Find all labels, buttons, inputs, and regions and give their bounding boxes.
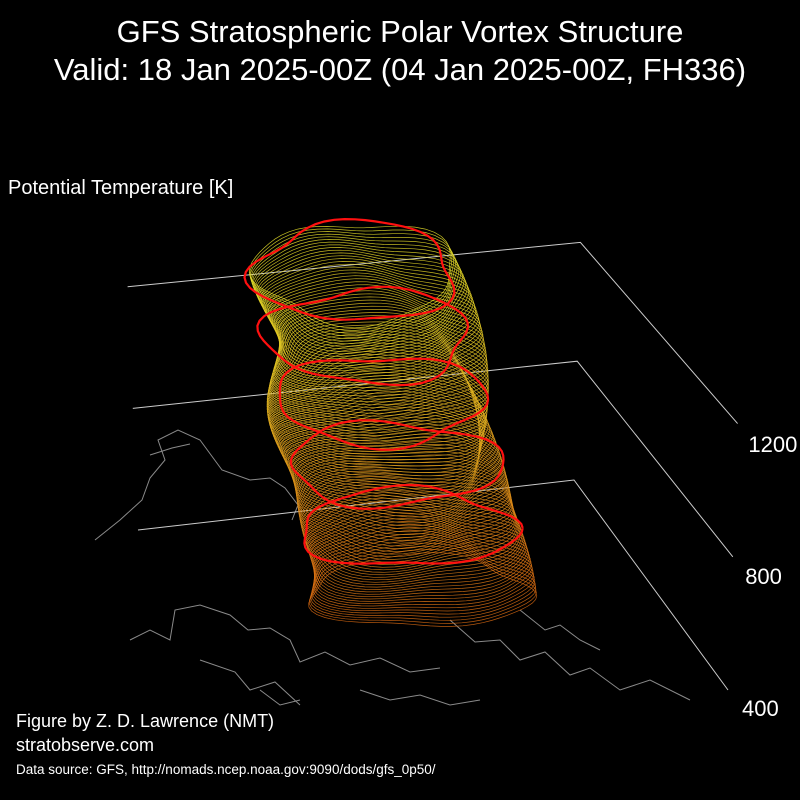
isosurface-contour [259, 261, 473, 362]
isosurface-contour [266, 348, 488, 439]
isosurface-contour [272, 393, 491, 483]
isosurface-contour [309, 518, 530, 598]
z-tick-label: 800 [745, 564, 782, 589]
contour-1200 [256, 285, 470, 387]
coastline [149, 443, 191, 456]
isosurface-contour [267, 336, 489, 428]
chart-title: GFS Stratospheric Polar Vortex Structure [116, 14, 684, 49]
data-source-credit: Data source: GFS, http://nomads.ncep.noa… [16, 762, 436, 777]
coastline [94, 429, 299, 541]
contour-1000 [278, 357, 490, 451]
isosurface-contour [274, 299, 486, 394]
isosurface-contour [257, 255, 470, 357]
isosurface-contour [271, 387, 488, 477]
z-tick-label: 1200 [748, 432, 797, 457]
z-axis-label: Potential Temperature [K] [8, 177, 233, 199]
isosurface-contour [252, 241, 462, 345]
isosurface-contour [258, 258, 471, 360]
isosurface-contour [283, 423, 502, 512]
isosurface-contour [267, 333, 489, 425]
isosurface-contour [270, 381, 484, 470]
isosurface-contour [271, 312, 488, 406]
isosurface-contour [272, 390, 489, 480]
level-plane-1200 [127, 241, 738, 424]
isosurface-contour [256, 252, 468, 355]
level-plane-400 [137, 479, 729, 691]
isosurface-contour [270, 384, 486, 473]
isosurface-contour [304, 500, 524, 583]
isosurface-contour [255, 249, 467, 352]
isosurface-contour [275, 403, 495, 493]
isosurface-contour [266, 275, 479, 374]
chart-subtitle: Valid: 18 Jan 2025-00Z (04 Jan 2025-00Z,… [53, 52, 747, 87]
isosurface-contour [269, 321, 489, 414]
isosurface-contour [308, 515, 529, 595]
coastline [359, 689, 481, 706]
coastline [449, 619, 691, 701]
coastline [199, 659, 301, 706]
isosurface-contour [305, 503, 525, 586]
isosurface-contour [269, 281, 481, 379]
axis-labels: 400 800 1200 Potential Temperature [K] [8, 177, 797, 721]
isosurface-contour [270, 315, 489, 409]
isosurface-contour [270, 284, 482, 381]
isosurface-contour [268, 327, 489, 420]
isosurface-contour [264, 272, 478, 372]
isosurface-contour [266, 354, 487, 445]
contour-600 [303, 483, 524, 565]
highlighted-contours [243, 217, 524, 565]
contour-1400 [243, 217, 456, 321]
isosurface-contour [268, 324, 489, 417]
z-tick-label: 400 [742, 696, 779, 721]
author-credit: Figure by Z. D. Lawrence (NMT) [16, 711, 275, 731]
isosurface-contour [262, 266, 476, 367]
coastline-map [94, 429, 691, 706]
coastline [259, 689, 301, 706]
isosurface-contour [261, 263, 474, 364]
isosurface-contour [282, 420, 501, 509]
isosurface-contour [280, 416, 500, 506]
coastline [519, 609, 601, 651]
isosurface-contour [303, 495, 522, 578]
isosurface-contour [270, 318, 489, 411]
isosurface-contour [279, 413, 499, 502]
isosurface-contour [251, 239, 460, 342]
isosurface-contour [254, 247, 465, 350]
website-credit: stratobserve.com [16, 735, 155, 755]
coastline [129, 604, 441, 673]
